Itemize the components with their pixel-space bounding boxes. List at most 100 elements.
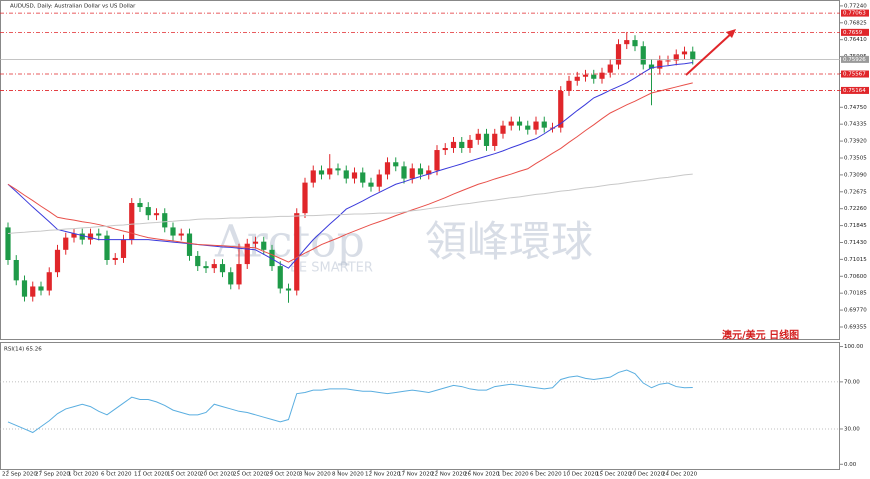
x-tick-label: 25 Oct 2020 bbox=[233, 472, 268, 478]
y-tick-label: 0.76825 bbox=[844, 20, 867, 26]
candle-body bbox=[186, 233, 193, 256]
candle-body bbox=[211, 264, 217, 269]
x-tick-label: 27 Sep 2020 bbox=[35, 472, 70, 478]
x-tick-label: 6 Dec 2020 bbox=[530, 472, 562, 478]
rsi-title: RSI(14) 65.26 bbox=[4, 347, 42, 353]
y-tick-label: 0.77240 bbox=[844, 3, 867, 9]
candle-body bbox=[162, 213, 168, 228]
candle-body bbox=[558, 90, 564, 128]
candle-body bbox=[624, 40, 630, 45]
candle-body bbox=[483, 133, 490, 146]
y-tick-label: 0.72260 bbox=[844, 206, 867, 212]
candle-body bbox=[426, 170, 432, 175]
candle-body bbox=[401, 166, 407, 179]
level-label-box bbox=[841, 86, 869, 94]
candle-body bbox=[244, 243, 250, 265]
y-tick-label: 0.74335 bbox=[844, 122, 867, 128]
candle-body bbox=[112, 257, 118, 260]
candle-body bbox=[96, 233, 102, 236]
candle-body bbox=[327, 168, 333, 175]
candle-body bbox=[129, 202, 135, 240]
level-label: 0.7659 bbox=[843, 30, 863, 36]
candle-body bbox=[104, 235, 110, 260]
x-tick-label: 1 Dec 2020 bbox=[497, 472, 529, 478]
level-label-box bbox=[841, 70, 869, 78]
current-price-label: 0.75926 bbox=[843, 57, 866, 63]
candle-body bbox=[475, 133, 481, 140]
y-tick-label: 0.73090 bbox=[844, 172, 867, 178]
candle-body bbox=[566, 80, 572, 91]
x-tick-label: 29 Oct 2020 bbox=[266, 472, 301, 478]
y-tick-label: 0.70185 bbox=[844, 291, 867, 297]
y-tick-label: 0.71015 bbox=[844, 257, 867, 263]
candle-body bbox=[607, 64, 613, 73]
candle-body bbox=[285, 288, 292, 291]
x-tick-label: 12 Nov 2020 bbox=[365, 472, 401, 478]
candle-body bbox=[368, 182, 374, 187]
candle-body bbox=[393, 162, 399, 167]
x-tick-label: 15 Dec 2020 bbox=[596, 472, 632, 478]
candle-body bbox=[318, 170, 325, 175]
level-label: 0.75164 bbox=[843, 88, 866, 94]
candle-body bbox=[459, 141, 465, 149]
candle-body bbox=[657, 60, 663, 69]
candle-body bbox=[277, 266, 283, 289]
candle-body bbox=[516, 121, 523, 126]
y-tick-label: 0.73505 bbox=[844, 155, 867, 161]
x-tick-label: 6 Oct 2020 bbox=[101, 472, 132, 478]
candle-body bbox=[351, 172, 358, 179]
candle-body bbox=[335, 168, 341, 171]
candle-body bbox=[690, 51, 696, 60]
candle-body bbox=[54, 249, 61, 273]
candle-body bbox=[71, 233, 77, 238]
line bbox=[7, 369, 693, 434]
candle-body bbox=[195, 255, 201, 267]
line bbox=[7, 82, 693, 263]
y-tick-label: 100.00 bbox=[844, 344, 864, 350]
candle-body bbox=[145, 207, 151, 216]
candle-body bbox=[376, 174, 382, 187]
x-tick-label: 17 Nov 2020 bbox=[398, 472, 434, 478]
candle-body bbox=[170, 227, 176, 236]
candle-body bbox=[640, 46, 646, 65]
x-tick-label: 22 Nov 2020 bbox=[431, 472, 467, 478]
candle-body bbox=[228, 272, 234, 285]
candle-body bbox=[63, 237, 69, 250]
x-tick-label: 20 Dec 2020 bbox=[629, 472, 665, 478]
candle-body bbox=[665, 60, 671, 62]
candle-body bbox=[79, 233, 85, 240]
level-label: 0.77063 bbox=[843, 11, 866, 17]
watermark: 領峰環球 bbox=[425, 217, 593, 266]
candle-body bbox=[467, 139, 473, 149]
candle-body bbox=[632, 40, 638, 47]
candle-body bbox=[236, 264, 242, 285]
y-tick-label: 0.73920 bbox=[844, 139, 867, 145]
candle-body bbox=[120, 239, 127, 258]
y-tick-label: 0.71845 bbox=[844, 223, 867, 229]
y-tick-label: 0.76410 bbox=[844, 37, 867, 43]
x-tick-label: 10 Dec 2020 bbox=[563, 472, 599, 478]
y-tick-label: 0.69770 bbox=[844, 308, 867, 314]
candle-body bbox=[508, 121, 514, 126]
y-tick-label: 30.00 bbox=[844, 426, 860, 432]
candle-body bbox=[137, 202, 143, 208]
x-tick-label: 1 Oct 2020 bbox=[68, 472, 99, 478]
watermark: BE SMARTER bbox=[290, 261, 373, 276]
level-label: 0.75567 bbox=[843, 72, 866, 78]
candle-body bbox=[417, 168, 424, 175]
candle-body bbox=[302, 182, 308, 214]
candle-body bbox=[442, 148, 448, 151]
level-label-box bbox=[841, 28, 869, 36]
candle-body bbox=[38, 286, 44, 291]
y-tick-label: 70.00 bbox=[844, 379, 860, 385]
rsi-panel bbox=[0, 342, 840, 470]
candle-body bbox=[5, 227, 11, 260]
y-tick-label: 0.00 bbox=[844, 462, 857, 468]
line bbox=[7, 173, 693, 235]
candle-body bbox=[533, 121, 539, 130]
candle-body bbox=[541, 121, 547, 128]
candle-body bbox=[343, 170, 349, 179]
candle-body bbox=[591, 74, 597, 79]
y-tick-label: 0.70600 bbox=[844, 274, 867, 280]
